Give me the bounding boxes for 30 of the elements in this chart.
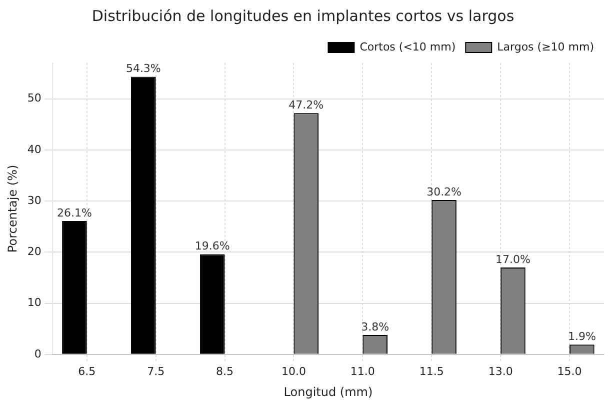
bar	[131, 76, 156, 354]
legend-label: Largos (≥10 mm)	[497, 40, 594, 54]
y-tick-label: 20	[27, 245, 42, 258]
y-tick-label: 40	[27, 142, 42, 156]
legend-label: Cortos (<10 mm)	[360, 40, 456, 54]
data-label: 54.3%	[126, 62, 161, 76]
y-tick-label: 50	[27, 92, 42, 105]
bar	[62, 220, 87, 354]
x-tick-label: 11.0	[350, 364, 375, 378]
y-tick-label: 10	[27, 296, 42, 310]
y-axis-title: Porcentaje (%)	[5, 164, 20, 253]
data-label: 19.6%	[194, 240, 230, 253]
y-tick-label: 0	[34, 347, 42, 360]
data-label: 1.9%	[568, 330, 596, 344]
chart-title: Distribución de longitudes en implantes cortos vs largos	[92, 6, 514, 25]
data-label: 3.8%	[361, 320, 390, 334]
bar	[200, 254, 225, 354]
data-label: 17.0%	[496, 252, 530, 266]
x-tick-label: 10.0	[281, 364, 306, 378]
x-axis-title: Longitud (mm)	[284, 384, 373, 399]
data-label: 26.1%	[56, 206, 92, 220]
x-tick-label: 6.5	[78, 364, 96, 378]
x-tick-label: 15.0	[557, 364, 582, 378]
x-tick-label: 13.0	[488, 364, 513, 378]
x-tick-label: 7.5	[147, 364, 165, 378]
y-tick-label: 30	[27, 194, 42, 207]
data-label: 30.2%	[426, 185, 462, 198]
data-label: 47.2%	[288, 98, 324, 112]
x-tick-label: 11.5	[419, 364, 444, 378]
x-tick-label: 8.5	[216, 364, 234, 378]
